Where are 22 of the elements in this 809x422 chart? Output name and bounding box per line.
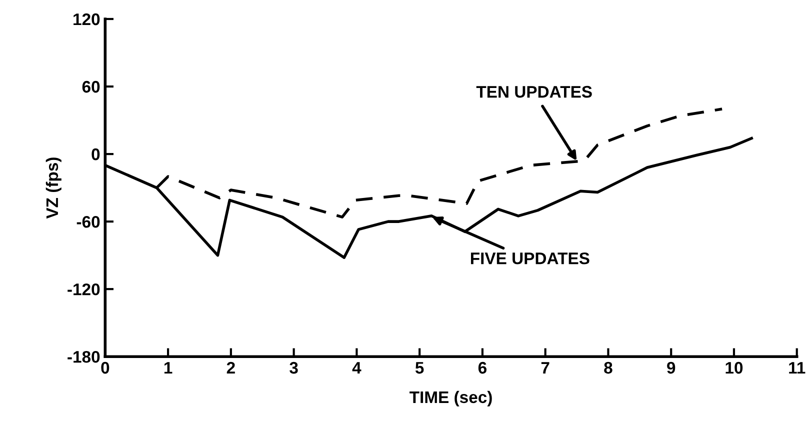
x-tick-label: 8 <box>604 362 612 374</box>
x-tick-label: 10 <box>726 362 743 374</box>
x-tick-label: 0 <box>101 362 110 374</box>
y-tick-label: -120 <box>68 283 100 296</box>
x-tick-label: 5 <box>415 362 424 374</box>
y-tick-label: 0 <box>92 148 100 160</box>
x-tick-label: 1 <box>164 362 172 374</box>
y-tick-label: 60 <box>82 80 100 93</box>
x-axis-title: TIME (sec) <box>410 390 492 406</box>
annotation: TEN UPDATES <box>476 86 592 98</box>
y-axis-title: VZ (fps) <box>46 158 62 219</box>
x-tick-label: 4 <box>352 362 362 374</box>
y-tick-label: 120 <box>74 13 100 26</box>
x-tick-label: 7 <box>541 362 550 374</box>
y-tick-label: -60 <box>76 216 100 228</box>
annotation: FIVE UPDATES <box>470 252 590 264</box>
x-tick-label: 9 <box>667 362 676 374</box>
x-tick-label: 11 <box>789 362 806 374</box>
x-tick-label: 6 <box>478 362 486 374</box>
x-tick-label: 2 <box>226 362 235 374</box>
y-tick-label: -180 <box>68 350 100 363</box>
x-tick-label: 3 <box>290 362 298 374</box>
